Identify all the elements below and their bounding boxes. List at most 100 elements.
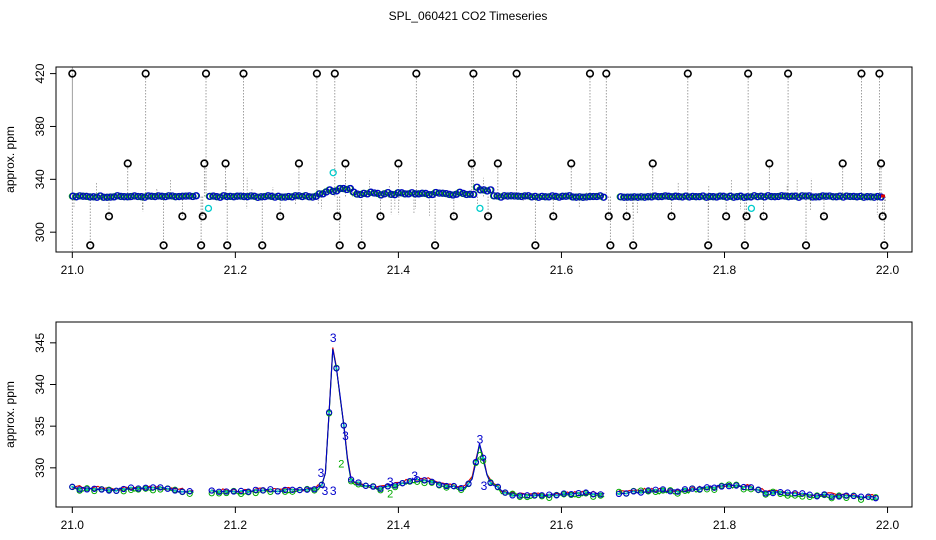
series-point-cyan [570,493,573,496]
outlier-point [294,159,304,168]
outlier-point [104,212,114,221]
y-tick-label: 340 [33,169,47,189]
outlier-point [801,241,811,250]
outlier-point [335,241,344,250]
series-point-blue [718,483,725,490]
series-point-cyan [430,480,433,483]
series-point-cyan [416,478,419,481]
series-point-cyan [276,490,279,493]
series-point-blue [600,193,608,201]
series-point-cyan [357,481,360,484]
series-point-blue [369,483,377,490]
outlier-point [430,241,440,250]
series-point-blue [465,480,472,487]
series-point-cyan [654,488,657,491]
series-point-blue [329,187,337,196]
outlier-point [604,212,613,221]
series-point-blue [667,488,674,495]
series-point-cyan [151,486,155,489]
outlier-point [819,212,829,221]
series-point-blue [615,490,623,498]
series-point-blue [553,492,560,499]
series-point-blue [857,493,865,500]
series-point-blue [315,190,324,198]
series-point-blue [340,422,347,429]
series-point-blue [755,486,762,493]
point-label-2: 2 [387,489,393,501]
series-point-blue [215,488,223,495]
series-point-cyan [115,489,118,492]
series-point-blue [436,481,443,488]
series-point-blue [105,487,113,494]
series-point-cyan [779,491,782,494]
outlier-point [531,241,540,250]
series-point-blue [76,486,83,493]
series-point-blue [524,492,531,499]
series-line [618,483,876,499]
plot-area [68,67,889,252]
series-point-blue [516,492,524,499]
outlier-point [667,212,676,221]
series-point-cyan [159,486,162,489]
series-point-blue [791,490,799,497]
x-tick-label: 21.2 [224,518,248,532]
point-label-2: 2 [477,450,483,462]
outlier-point [197,241,206,250]
series-line [211,349,605,500]
series-point-cyan [379,487,382,490]
point-label-3: 3 [387,475,394,489]
y-tick-label: 330 [33,458,47,478]
series-point-cyan [845,494,848,497]
series-point-blue [502,489,509,496]
series-point-blue [681,486,689,493]
outlier-point [376,212,385,221]
series-point-cyan [210,489,213,492]
series-point-cyan [555,494,558,497]
series-point-cyan [269,488,272,491]
series-point-blue [725,483,733,490]
series-point-blue [303,486,311,493]
y-tick-label: 300 [33,222,47,242]
series-point-cyan [489,481,492,485]
outlier-point [239,69,248,78]
outlier-point [740,241,749,250]
series-point-blue [259,487,267,494]
series-point-cyan [771,491,775,495]
series-point-blue [391,482,399,489]
outlier-point [549,212,558,221]
series-point-cyan [85,488,89,491]
outlier-point [683,69,692,78]
series-point-blue [623,490,630,497]
series-point-blue [318,481,325,489]
series-point-blue [113,487,120,494]
series-point-cyan [394,484,397,487]
series-point-cyan [239,489,243,493]
series-point-blue [91,485,98,492]
outlier-point [412,69,421,78]
series-point-blue [531,492,538,499]
series-point-blue [428,478,435,485]
point-label-3: 3 [411,469,418,483]
outlier-point [341,159,350,168]
outlier-point [357,241,366,250]
series-point-cyan [720,485,723,488]
series-point-blue [747,484,755,491]
outlier-point [449,212,458,221]
outlier-point [223,241,232,250]
series-point-cyan [669,490,672,493]
series-point-blue [443,482,450,490]
outlier-point [765,159,774,168]
series-point-blue [509,492,516,499]
series-point-blue [689,485,696,492]
series-point-cyan [808,493,811,496]
series-point-cyan [482,456,485,459]
outlier-point [622,212,631,221]
series-point-blue [192,192,201,200]
series-point-cyan [320,483,323,486]
series-point-cyan [408,480,411,483]
outlier-point [512,69,521,78]
outlier-point [68,69,77,78]
series-point-blue [674,488,681,495]
series-point-cyan [423,479,426,482]
outlier-point [198,212,207,221]
